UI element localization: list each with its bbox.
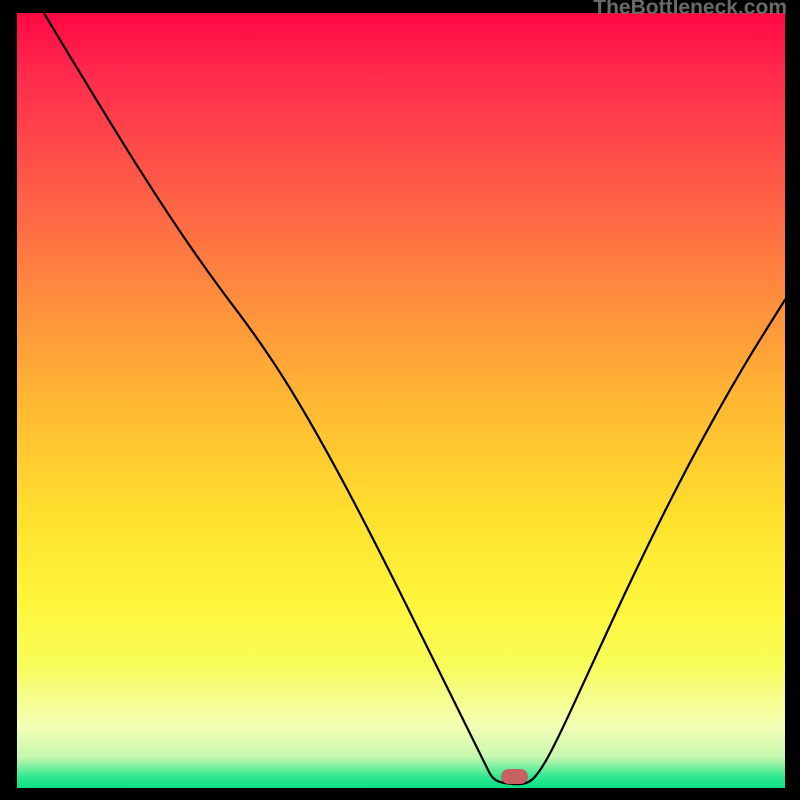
chart-container: TheBottleneck.com (0, 0, 800, 800)
bottleneck-curve (17, 13, 785, 788)
marker-pill (501, 769, 528, 784)
plot-area (17, 13, 785, 788)
watermark-text: TheBottleneck.com (593, 0, 787, 20)
